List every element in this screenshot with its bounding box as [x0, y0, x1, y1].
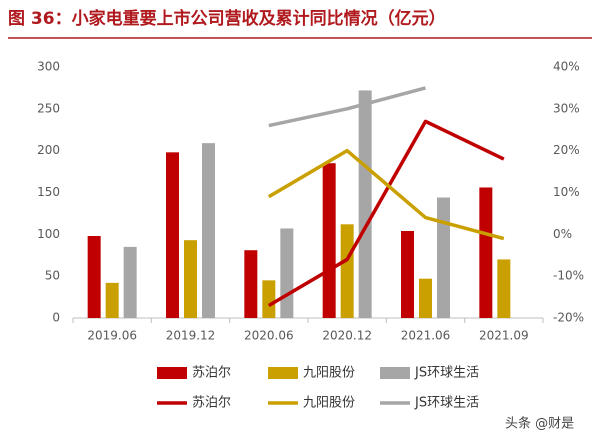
legend-label: 九阳股份 — [303, 396, 355, 411]
y-tick-label: 150 — [37, 185, 60, 199]
line — [267, 148, 505, 241]
bar — [184, 240, 197, 318]
legend-swatch — [268, 367, 298, 379]
bar — [401, 230, 414, 318]
bar — [280, 228, 294, 318]
y-tick-label: 100 — [37, 227, 60, 241]
y-tick-label: 250 — [37, 101, 60, 115]
bar — [419, 278, 432, 318]
y-tick-label: 50 — [45, 269, 60, 283]
legend-label: JS环球生活 — [414, 366, 479, 381]
bar — [358, 90, 372, 318]
bar — [202, 143, 215, 318]
y-tick-label: 200 — [37, 143, 60, 157]
bar — [437, 197, 450, 318]
bar — [340, 224, 354, 318]
watermark: 头条 @财是 — [505, 416, 574, 432]
legend-label: JS环球生活 — [414, 396, 479, 411]
bar — [166, 152, 179, 318]
bar — [244, 250, 258, 318]
bar — [87, 236, 101, 318]
y2-tick-label: 30% — [553, 101, 580, 115]
bar — [322, 163, 336, 318]
bar — [105, 282, 119, 318]
x-tick-label: 2019.12 — [166, 329, 216, 343]
chart-title: 图 36：小家电重要上市公司营收及累计同比情况（亿元） — [8, 8, 446, 29]
legend-swatch — [157, 367, 187, 379]
legend-label: 九阳股份 — [303, 366, 355, 381]
y2-tick-label: -10% — [553, 269, 584, 283]
y2-tick-label: 40% — [553, 60, 580, 74]
bar — [479, 187, 493, 318]
y-tick-label: 0 — [52, 311, 60, 325]
bar — [262, 280, 276, 318]
line — [268, 86, 426, 128]
x-tick-label: 2021.06 — [401, 329, 451, 343]
y2-tick-label: 10% — [553, 185, 580, 199]
y2-tick-label: -20% — [553, 311, 584, 325]
legend-label: 苏泊尔 — [192, 395, 231, 411]
x-tick-label: 2021.09 — [479, 329, 529, 343]
line — [267, 119, 505, 307]
x-tick-label: 2020.12 — [322, 329, 372, 343]
y-tick-label: 300 — [37, 60, 60, 74]
y2-tick-label: 20% — [553, 143, 580, 157]
bar — [123, 246, 137, 318]
bar — [497, 259, 511, 318]
legend-label: 苏泊尔 — [192, 365, 231, 381]
y2-tick-label: 0% — [553, 227, 572, 241]
x-tick-label: 2019.06 — [87, 329, 137, 343]
x-tick-label: 2020.06 — [244, 329, 294, 343]
legend-swatch — [380, 367, 410, 379]
